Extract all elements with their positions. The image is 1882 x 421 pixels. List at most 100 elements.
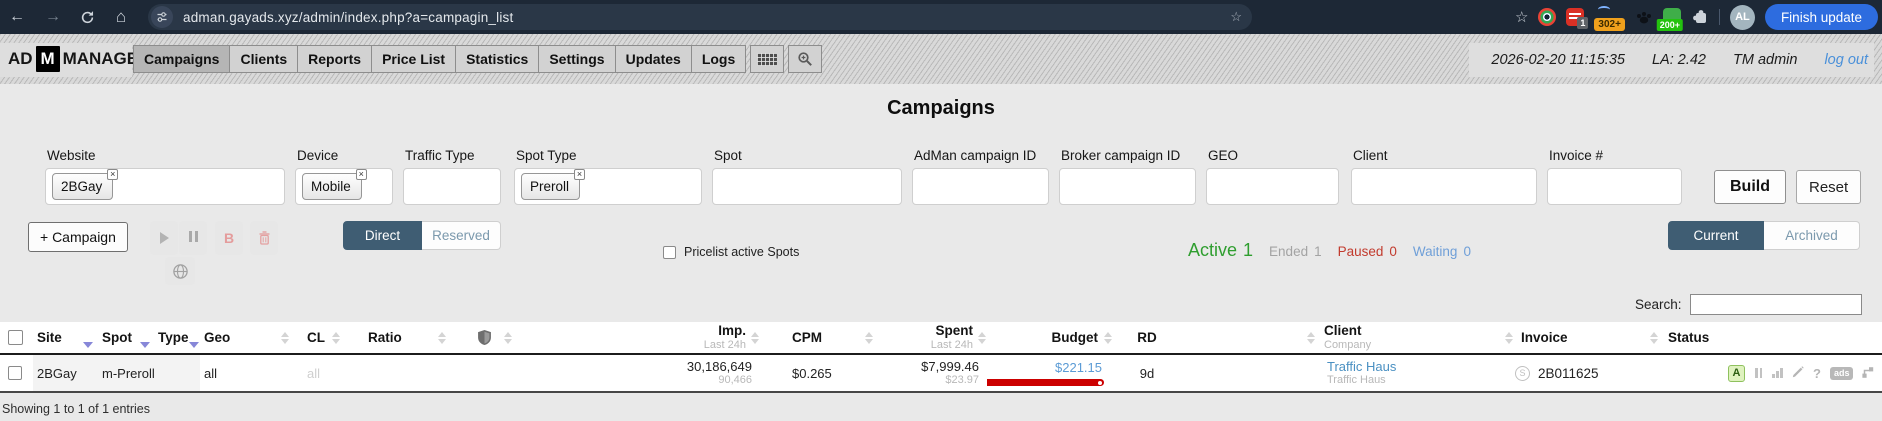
col-budget[interactable]: Budget: [987, 322, 1112, 353]
pause-button[interactable]: [179, 221, 207, 255]
col-geo[interactable]: Geo: [200, 322, 295, 353]
table-header-row: Site Spot Type Geo CL Ratio Imp. Last 24h…: [0, 322, 1882, 355]
status-embed-icon[interactable]: [1862, 366, 1874, 381]
extension-eye-icon[interactable]: [1538, 8, 1557, 26]
sort-both-icon: [978, 331, 986, 344]
col-invoice[interactable]: Invoice: [1505, 322, 1668, 353]
finish-update-button[interactable]: Finish update: [1764, 4, 1878, 30]
delete-button[interactable]: [250, 221, 278, 255]
filter-device-input[interactable]: Mobile ×: [295, 168, 393, 205]
chip-remove-icon[interactable]: ×: [107, 169, 119, 180]
reserved-toggle[interactable]: Reserved: [422, 221, 501, 250]
status-ads-badge[interactable]: ads: [1829, 366, 1854, 380]
chip-remove-icon[interactable]: ×: [574, 169, 586, 180]
current-toggle[interactable]: Current: [1668, 221, 1764, 250]
chip-remove-icon[interactable]: ×: [355, 169, 367, 180]
col-status-label: Status: [1668, 330, 1710, 345]
reload-icon[interactable]: [72, 0, 102, 34]
archived-toggle[interactable]: Archived: [1764, 221, 1860, 250]
col-client[interactable]: Client Company: [1295, 322, 1505, 353]
sort-both-icon: [1650, 331, 1658, 344]
pricelist-checkbox[interactable]: [663, 245, 676, 259]
filter-website-input[interactable]: 2BGay ×: [45, 168, 285, 205]
status-help-icon[interactable]: ?: [1813, 365, 1821, 381]
filter-broker-id-input[interactable]: [1059, 168, 1196, 205]
tab-settings[interactable]: Settings: [539, 46, 616, 72]
broker-button[interactable]: B: [215, 221, 243, 255]
tab-statistics[interactable]: Statistics: [456, 46, 540, 72]
col-cpm[interactable]: CPM: [762, 322, 887, 353]
logout-link[interactable]: log out: [1824, 52, 1868, 68]
tab-logs[interactable]: Logs: [701, 51, 736, 67]
search-input[interactable]: [1689, 294, 1862, 315]
filter-adman-id-input[interactable]: [912, 168, 1049, 205]
url-bar[interactable]: adman.gayads.xyz/admin/index.php?a=campa…: [148, 4, 1252, 30]
sort-both-icon: [751, 331, 759, 344]
col-cl[interactable]: CL: [295, 322, 360, 353]
client-link[interactable]: Traffic Haus: [1327, 358, 1397, 374]
status-active-badge[interactable]: A: [1728, 364, 1745, 382]
tab-clients[interactable]: Clients: [230, 46, 299, 72]
status-stats-icon[interactable]: [1772, 368, 1783, 378]
counter-waiting-value: 0: [1463, 244, 1471, 259]
url-text[interactable]: adman.gayads.xyz/admin/index.php?a=campa…: [183, 9, 514, 25]
keyboard-shortcuts-button[interactable]: [750, 45, 785, 73]
reset-button[interactable]: Reset: [1796, 170, 1862, 204]
sort-both-icon: [437, 331, 446, 344]
col-cpm-label: CPM: [792, 330, 822, 345]
filter-spot-input[interactable]: [712, 168, 902, 205]
geo-value: all: [204, 365, 218, 381]
row-checkbox[interactable]: [8, 366, 22, 380]
table-search: Search:: [1635, 294, 1862, 315]
budget-left-link[interactable]: $221.15: [1055, 360, 1102, 375]
paw-glyph: [1636, 12, 1651, 24]
site-settings-icon[interactable]: [151, 6, 173, 28]
tab-price-list[interactable]: Price List: [372, 46, 457, 72]
globe-icon: [172, 263, 188, 279]
back-icon[interactable]: ←: [9, 8, 25, 25]
tab-updates[interactable]: Updates: [616, 46, 692, 72]
pricelist-label: Pricelist active Spots: [684, 245, 800, 259]
cell-cpm: $0.265: [762, 355, 887, 391]
counter-active: Active 1: [1188, 240, 1253, 261]
col-ratio[interactable]: Ratio: [360, 322, 472, 353]
nav-tab-strip: Campaigns Clients Reports Price List Sta…: [133, 45, 747, 73]
home-icon[interactable]: ⌂: [115, 7, 127, 26]
select-all-checkbox[interactable]: [8, 330, 23, 345]
geo-button[interactable]: [165, 257, 195, 285]
chip-text: Preroll: [530, 179, 570, 194]
extension-green-icon[interactable]: 200+: [1656, 8, 1683, 31]
col-status[interactable]: Status: [1668, 322, 1882, 353]
filter-spot-type-input[interactable]: Preroll ×: [514, 168, 702, 205]
profile-avatar[interactable]: AL: [1729, 4, 1755, 30]
header-search-button[interactable]: [788, 45, 823, 73]
filter-geo-input[interactable]: [1206, 168, 1339, 205]
bookmark-star-icon[interactable]: ☆: [1230, 9, 1242, 24]
filter-client-input[interactable]: [1351, 168, 1537, 205]
tab-campaigns[interactable]: Campaigns: [134, 46, 231, 72]
col-type[interactable]: Type: [155, 322, 200, 353]
col-site[interactable]: Site: [33, 322, 98, 353]
status-edit-icon[interactable]: [1792, 365, 1804, 381]
filter-invoice-input[interactable]: [1547, 168, 1682, 205]
forward-icon[interactable]: →: [45, 8, 61, 25]
col-spot[interactable]: Spot: [98, 322, 155, 353]
col-imp[interactable]: Imp. Last 24h: [557, 322, 762, 353]
col-rd[interactable]: RD: [1112, 322, 1182, 353]
extension-red-icon[interactable]: 1: [1566, 8, 1589, 29]
col-spent[interactable]: Spent Last 24h: [887, 322, 987, 353]
tab-reports[interactable]: Reports: [298, 46, 373, 72]
play-button[interactable]: [150, 221, 178, 255]
status-pause-icon[interactable]: [1754, 366, 1763, 381]
extension-paw-icon[interactable]: [1635, 8, 1653, 26]
filter-traffic-type-input[interactable]: [403, 168, 501, 205]
extension-orange-icon[interactable]: 302+: [1594, 6, 1625, 32]
add-campaign-button[interactable]: + Campaign: [28, 222, 128, 252]
direct-toggle[interactable]: Direct: [343, 221, 422, 250]
build-button[interactable]: Build: [1714, 170, 1786, 204]
bookmarks-bar-star-icon[interactable]: ☆: [1514, 9, 1529, 26]
campaign-row[interactable]: 2BGay m-Preroll all all 30,186,649 90,466…: [0, 355, 1882, 393]
col-shield[interactable]: [472, 322, 557, 353]
cell-ratio: [360, 355, 472, 391]
extensions-puzzle-icon[interactable]: [1691, 8, 1709, 26]
